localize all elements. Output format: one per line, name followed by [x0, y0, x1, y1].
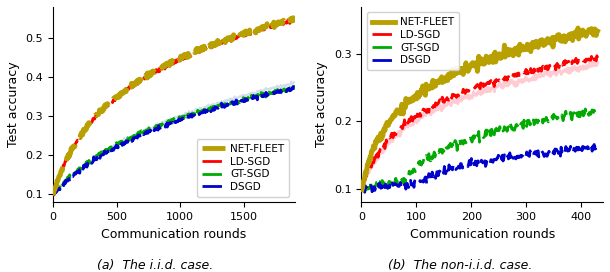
GT-SGD	[467, 137, 475, 141]
GT-SGD	[166, 120, 173, 123]
Line: GT-SGD: GT-SGD	[362, 109, 598, 191]
DSGD	[248, 98, 255, 102]
LD-SGD	[291, 20, 298, 23]
LD-SGD	[181, 56, 188, 60]
Line: DSGD: DSGD	[53, 86, 295, 195]
NET-FLEET	[193, 47, 201, 50]
GT-SGD	[49, 192, 57, 195]
LD-SGD	[288, 18, 295, 21]
Line: GT-SGD: GT-SGD	[53, 86, 295, 195]
NET-FLEET	[467, 65, 475, 68]
NET-FLEET	[166, 64, 173, 67]
LD-SGD	[285, 19, 293, 22]
DSGD	[358, 187, 365, 190]
Legend: NET-FLEET, LD-SGD, GT-SGD, DSGD: NET-FLEET, LD-SGD, GT-SGD, DSGD	[367, 12, 459, 70]
DSGD	[49, 193, 57, 196]
GT-SGD	[193, 113, 201, 116]
GT-SGD	[582, 107, 589, 110]
LD-SGD	[584, 58, 591, 62]
NET-FLEET	[484, 59, 491, 63]
GT-SGD	[165, 119, 172, 122]
GT-SGD	[181, 115, 188, 119]
DSGD	[361, 191, 368, 194]
NET-FLEET	[591, 27, 598, 30]
NET-FLEET	[358, 188, 365, 191]
NET-FLEET	[50, 192, 57, 195]
DSGD	[592, 146, 599, 149]
LD-SGD	[421, 108, 428, 111]
NET-FLEET	[497, 54, 504, 58]
Legend: NET-FLEET, LD-SGD, GT-SGD, DSGD: NET-FLEET, LD-SGD, GT-SGD, DSGD	[196, 139, 289, 197]
DSGD	[498, 158, 505, 161]
NET-FLEET	[291, 17, 298, 20]
NET-FLEET	[285, 19, 293, 22]
X-axis label: Communication rounds: Communication rounds	[410, 228, 555, 240]
GT-SGD	[594, 110, 601, 113]
LD-SGD	[497, 76, 504, 80]
DSGD	[290, 85, 297, 88]
GT-SGD	[497, 125, 504, 128]
NET-FLEET	[594, 29, 601, 33]
NET-FLEET	[248, 28, 255, 32]
DSGD	[590, 143, 598, 146]
Text: (b)  The non-i.i.d. case.: (b) The non-i.i.d. case.	[389, 259, 533, 272]
Line: NET-FLEET: NET-FLEET	[53, 18, 295, 193]
DSGD	[422, 175, 429, 179]
NET-FLEET	[575, 26, 582, 30]
GT-SGD	[584, 110, 592, 113]
DSGD	[594, 149, 601, 152]
GT-SGD	[421, 158, 428, 162]
GT-SGD	[358, 190, 365, 193]
LD-SGD	[166, 64, 173, 68]
NET-FLEET	[421, 88, 428, 91]
DSGD	[285, 87, 293, 90]
GT-SGD	[50, 193, 57, 196]
LD-SGD	[358, 189, 365, 192]
NET-FLEET	[181, 53, 188, 56]
DSGD	[166, 122, 173, 125]
LD-SGD	[193, 51, 201, 54]
LD-SGD	[594, 56, 601, 60]
NET-FLEET	[584, 30, 592, 34]
LD-SGD	[484, 81, 491, 84]
GT-SGD	[591, 112, 598, 116]
LD-SGD	[467, 87, 475, 90]
DSGD	[484, 160, 492, 163]
Text: (a)  The i.i.d. case.: (a) The i.i.d. case.	[98, 259, 214, 272]
X-axis label: Communication rounds: Communication rounds	[101, 228, 246, 240]
LD-SGD	[590, 58, 598, 61]
DSGD	[165, 122, 172, 126]
GT-SGD	[285, 88, 293, 91]
GT-SGD	[248, 94, 255, 97]
GT-SGD	[290, 85, 298, 88]
DSGD	[584, 145, 592, 149]
LD-SGD	[165, 63, 172, 66]
Line: LD-SGD: LD-SGD	[362, 56, 598, 191]
Line: NET-FLEET: NET-FLEET	[362, 28, 598, 190]
LD-SGD	[49, 191, 57, 195]
NET-FLEET	[290, 16, 297, 19]
DSGD	[181, 117, 188, 120]
DSGD	[193, 113, 201, 116]
DSGD	[51, 193, 58, 196]
Line: LD-SGD: LD-SGD	[53, 20, 295, 195]
GT-SGD	[484, 129, 491, 133]
DSGD	[468, 157, 475, 160]
Line: DSGD: DSGD	[362, 144, 598, 192]
LD-SGD	[248, 30, 255, 33]
NET-FLEET	[165, 63, 172, 66]
GT-SGD	[291, 87, 298, 90]
NET-FLEET	[49, 191, 57, 194]
DSGD	[291, 87, 298, 90]
Y-axis label: Test accuracy: Test accuracy	[315, 62, 328, 147]
LD-SGD	[594, 54, 601, 57]
LD-SGD	[50, 193, 57, 196]
Y-axis label: Test accuracy: Test accuracy	[7, 62, 20, 147]
